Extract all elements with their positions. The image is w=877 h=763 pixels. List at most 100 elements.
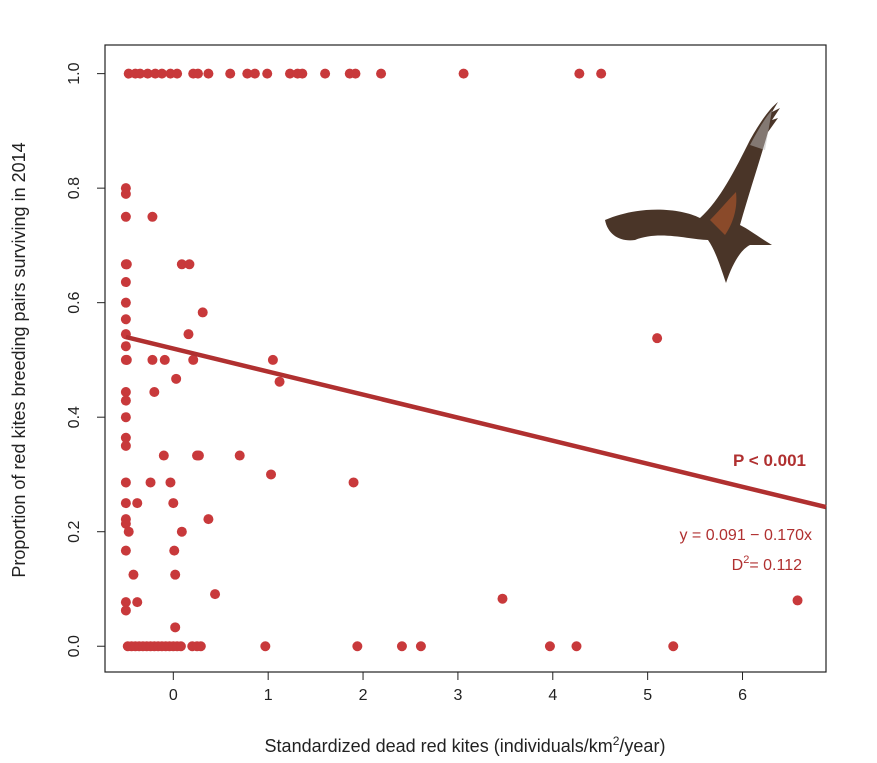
data-point [142,68,153,79]
data-point [120,605,131,616]
data-point [147,211,158,222]
x-tick-label: 2 [359,687,368,704]
data-point [120,440,131,451]
data-point [172,68,183,79]
data-point [792,595,803,606]
data-point [266,469,277,480]
data-point [170,622,181,633]
y-tick-label: 1.0 [66,62,83,84]
data-point [320,68,331,79]
data-point [121,259,132,270]
data-point [192,68,203,79]
data-point [120,432,131,443]
data-point [352,641,363,652]
data-point [350,68,361,79]
data-point [571,641,582,652]
regression-equation: y = 0.091 − 0.170x [679,527,812,544]
data-point [176,259,187,270]
data-point [497,593,508,604]
red-kite-image [605,102,780,283]
data-point [249,68,260,79]
data-point [132,498,143,509]
y-tick-label: 0.4 [66,406,83,428]
data-point [396,641,407,652]
data-point [120,188,131,199]
data-point [170,569,181,580]
data-point [195,641,206,652]
data-point [267,354,278,365]
data-point [120,477,131,488]
data-point [668,641,679,652]
data-point [225,68,236,79]
p-value-label: P < 0.001 [733,451,806,470]
data-point [297,68,308,79]
data-point [262,68,273,79]
data-point [242,68,253,79]
data-point [376,68,387,79]
data-point [132,597,143,608]
data-point [120,211,131,222]
data-point [544,641,555,652]
data-point [284,68,295,79]
x-tick-label: 6 [738,687,747,704]
data-point [120,412,131,423]
data-point [169,545,180,556]
data-point [188,354,199,365]
data-point [120,314,131,325]
data-point [120,277,131,288]
data-point [135,68,146,79]
data-point [652,333,663,344]
data-point [156,68,167,79]
data-point [260,641,271,652]
data-point [596,68,607,79]
data-point [120,341,131,352]
data-point [171,373,182,384]
data-point [197,307,208,318]
y-tick-label: 0.0 [66,635,83,657]
data-point [348,477,359,488]
data-point [120,545,131,556]
data-point [574,68,585,79]
x-tick-label: 4 [548,687,557,704]
data-point [274,376,285,387]
x-tick-label: 5 [643,687,652,704]
y-tick-label: 0.6 [66,291,83,313]
data-point [128,569,139,580]
data-point [203,68,214,79]
data-point [210,589,221,600]
data-point [176,526,187,537]
data-point [159,354,170,365]
y-tick-label: 0.8 [66,177,83,199]
data-point [175,641,186,652]
data-point [415,641,426,652]
data-point [145,477,156,488]
data-point [120,297,131,308]
data-point [203,514,214,525]
x-tick-label: 0 [169,687,178,704]
data-point [121,354,132,365]
data-point [120,498,131,509]
data-point [458,68,469,79]
data-point [120,518,131,529]
data-point [183,329,194,340]
data-point [158,450,169,461]
x-axis-label: Standardized dead red kites (individuals… [265,734,666,756]
data-point [120,395,131,406]
plot-frame [104,44,827,673]
x-tick-label: 3 [453,687,462,704]
data-point [147,354,158,365]
data-point [193,450,204,461]
data-point [120,386,131,397]
data-point [165,477,176,488]
y-tick-label: 0.2 [66,520,83,542]
x-tick-label: 1 [264,687,273,704]
data-point [168,498,179,509]
d2-label: D2= 0.112 [732,554,802,574]
data-point [123,526,134,537]
y-axis-label: Proportion of red kites breeding pairs s… [9,142,29,577]
data-point [234,450,245,461]
data-point [120,597,131,608]
data-point [184,259,195,270]
regression-line [125,334,827,510]
